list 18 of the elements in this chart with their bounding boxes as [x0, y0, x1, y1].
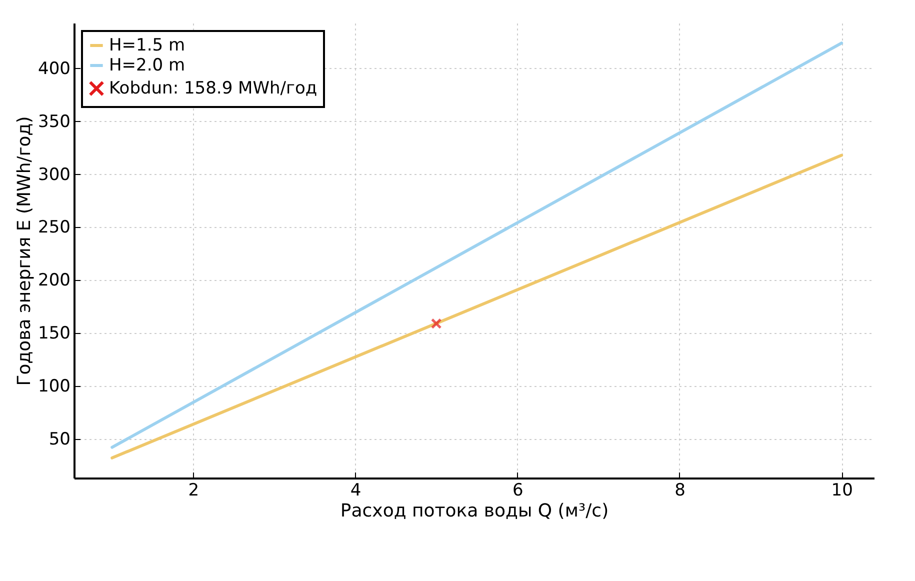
y-axis-title: Годова энергия E (MWh/год)	[14, 116, 36, 386]
x-tick-label: 4	[350, 480, 362, 500]
y-tick-label: 100	[38, 376, 70, 396]
x-axis-title: Расход потока воды Q (м³/с)	[340, 500, 609, 522]
y-tick-label: 350	[38, 112, 70, 132]
x-tick-label: 10	[831, 480, 853, 500]
y-tick-label: 300	[38, 164, 70, 185]
y-tick-label: 150	[38, 324, 70, 344]
legend-label: H=2.0 m	[109, 56, 186, 76]
x-tick-label: 8	[674, 480, 686, 500]
y-tick-label: 250	[38, 218, 70, 238]
y-tick-label: 400	[38, 59, 70, 79]
y-tick-label: 200	[38, 270, 70, 291]
legend-label: H=1.5 m	[109, 36, 186, 56]
y-tick-label: 50	[48, 429, 70, 450]
x-tick-label: 6	[512, 480, 524, 500]
x-tick-label: 2	[188, 480, 200, 500]
legend-label: Kobdun: 158.9 MWh/год	[109, 78, 318, 98]
